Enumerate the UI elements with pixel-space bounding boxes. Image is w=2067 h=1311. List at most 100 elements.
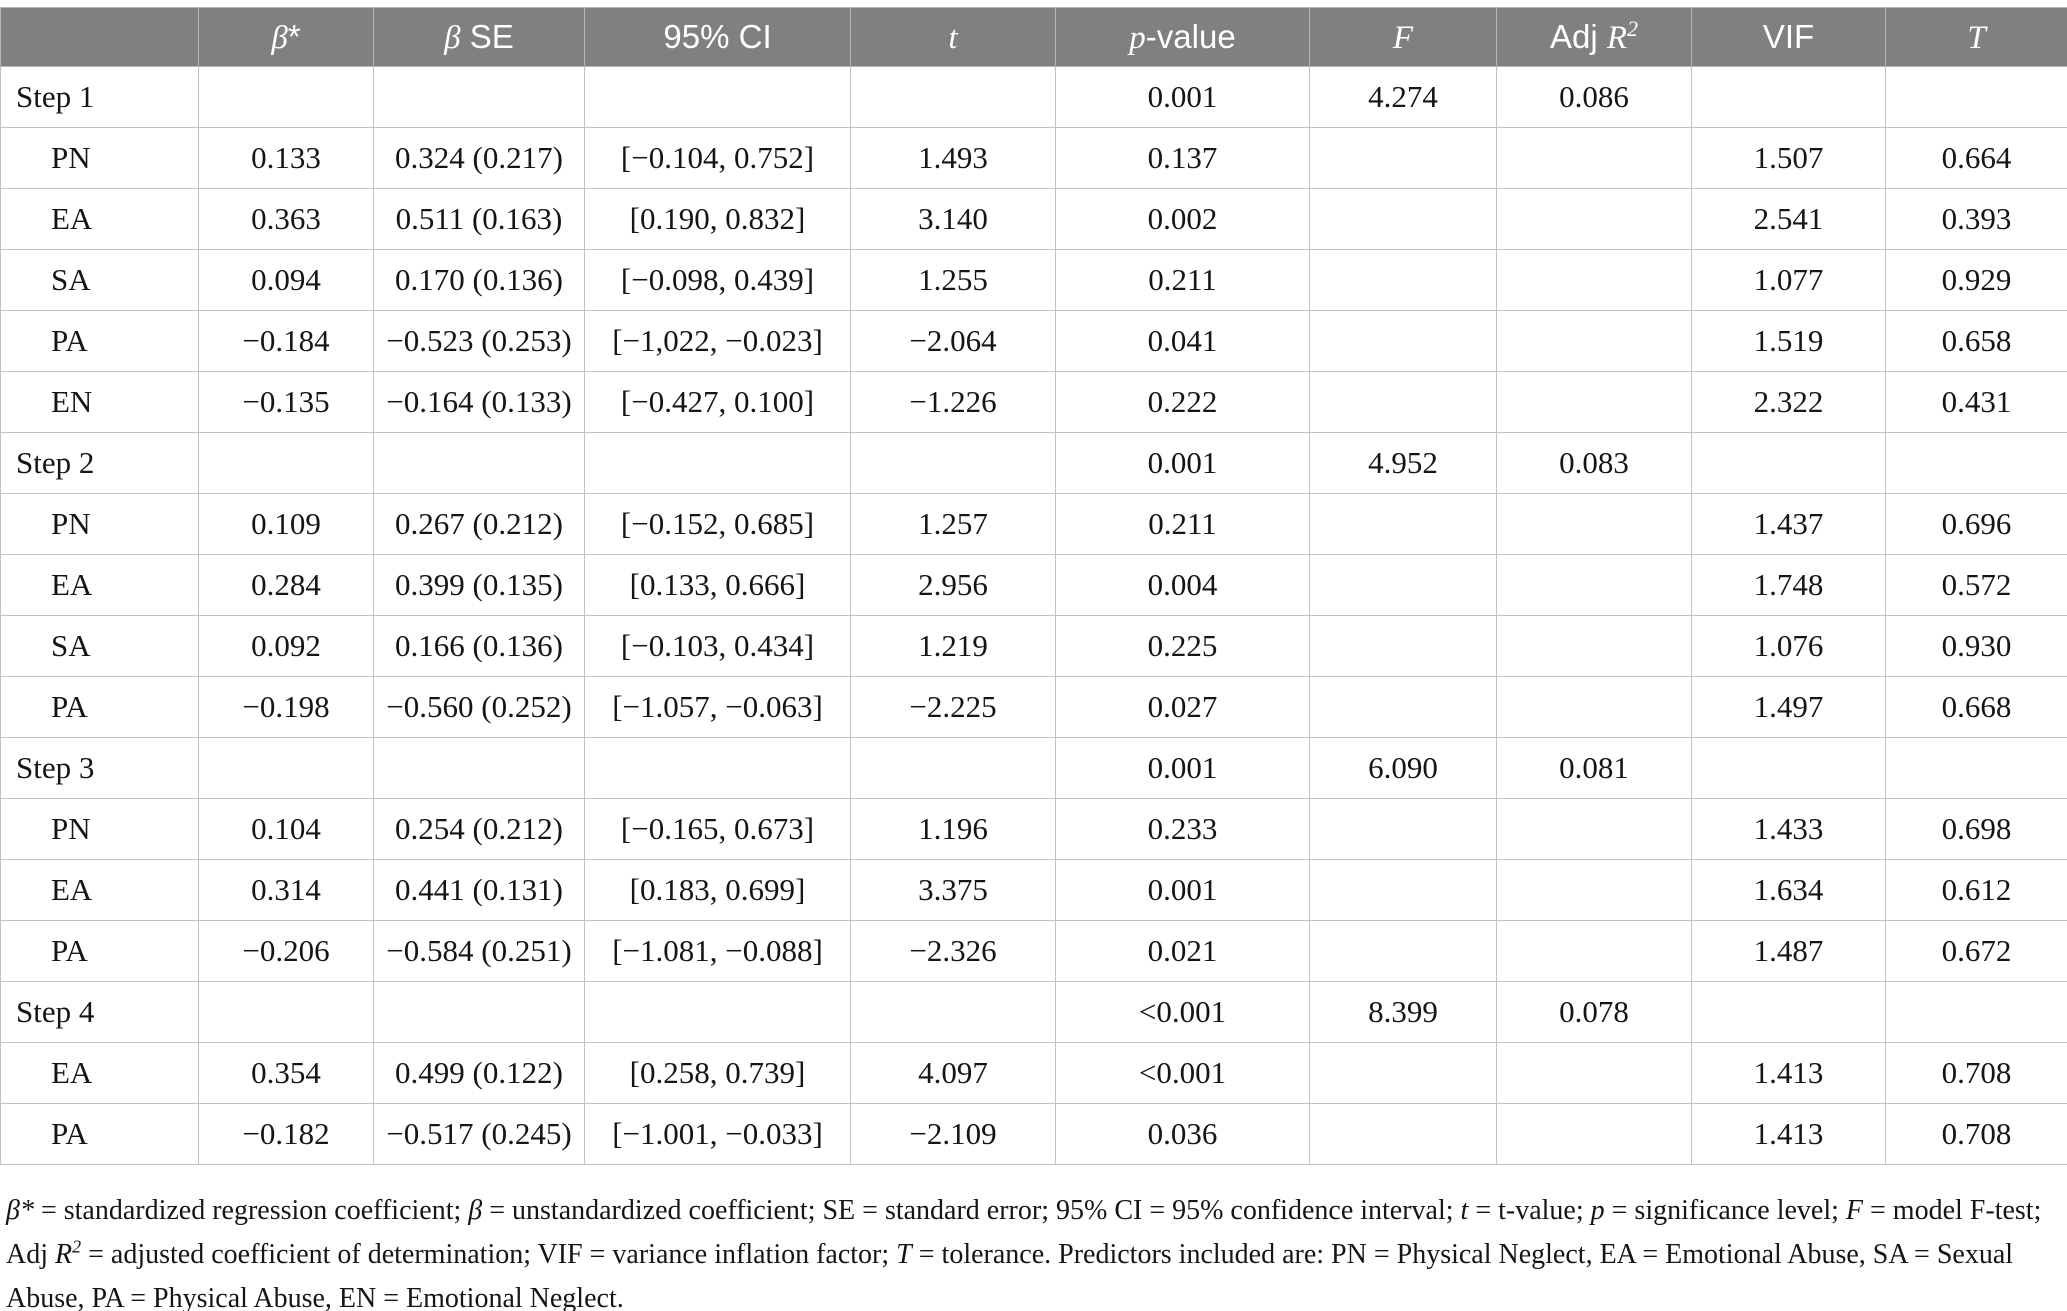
column-header-label bbox=[0, 7, 199, 67]
cell-vif: 1.748 bbox=[1691, 554, 1886, 616]
cell-vif: 1.487 bbox=[1691, 920, 1886, 982]
cell-adj-r2 bbox=[1496, 554, 1692, 616]
cell-adj-r2 bbox=[1496, 188, 1692, 250]
cell-beta-se: 0.267 (0.212) bbox=[373, 493, 585, 555]
cell-ci-95 bbox=[584, 432, 851, 494]
cell-t: −2.064 bbox=[850, 310, 1056, 372]
table-row-ea: EA 0.363 0.511 (0.163) [0.190, 0.832] 3.140 0… bbox=[0, 188, 2067, 250]
cell-p-value: 0.027 bbox=[1055, 676, 1310, 738]
cell-beta-se: −0.523 (0.253) bbox=[373, 310, 585, 372]
row-label: EN bbox=[0, 371, 199, 433]
cell-adj-r2 bbox=[1496, 249, 1692, 311]
cell-adj-r2 bbox=[1496, 615, 1692, 677]
cell-adj-r2 bbox=[1496, 493, 1692, 555]
cell-t: 3.375 bbox=[850, 859, 1056, 921]
cell-adj-r2: 0.086 bbox=[1496, 66, 1692, 128]
column-header-adj-r2: Adj R2 bbox=[1496, 7, 1692, 67]
cell-f bbox=[1309, 310, 1497, 372]
cell-beta-std bbox=[198, 66, 374, 128]
cell-beta-std: 0.094 bbox=[198, 249, 374, 311]
cell-adj-r2 bbox=[1496, 371, 1692, 433]
cell-f bbox=[1309, 798, 1497, 860]
cell-t: −2.109 bbox=[850, 1103, 1056, 1165]
row-label: PN bbox=[0, 127, 199, 189]
cell-adj-r2 bbox=[1496, 310, 1692, 372]
cell-tolerance: 0.393 bbox=[1885, 188, 2067, 250]
cell-tolerance: 0.930 bbox=[1885, 615, 2067, 677]
cell-p-value: 0.001 bbox=[1055, 66, 1310, 128]
cell-adj-r2 bbox=[1496, 798, 1692, 860]
cell-beta-se: 0.166 (0.136) bbox=[373, 615, 585, 677]
cell-f bbox=[1309, 859, 1497, 921]
cell-f bbox=[1309, 554, 1497, 616]
row-label: PA bbox=[0, 310, 199, 372]
cell-vif: 1.077 bbox=[1691, 249, 1886, 311]
cell-tolerance: 0.664 bbox=[1885, 127, 2067, 189]
cell-f bbox=[1309, 127, 1497, 189]
cell-adj-r2 bbox=[1496, 676, 1692, 738]
row-label: PA bbox=[0, 676, 199, 738]
cell-tolerance bbox=[1885, 737, 2067, 799]
cell-p-value: 0.002 bbox=[1055, 188, 1310, 250]
column-header-beta-std: β* bbox=[198, 7, 374, 67]
table-row-sa: SA 0.094 0.170 (0.136) [−0.098, 0.439] 1.255… bbox=[0, 249, 2067, 311]
row-label: EA bbox=[0, 1042, 199, 1104]
cell-f bbox=[1309, 371, 1497, 433]
cell-t: 2.956 bbox=[850, 554, 1056, 616]
cell-vif: 2.322 bbox=[1691, 371, 1886, 433]
cell-ci-95: [−0.427, 0.100] bbox=[584, 371, 851, 433]
cell-ci-95: [−0.104, 0.752] bbox=[584, 127, 851, 189]
cell-vif bbox=[1691, 981, 1886, 1043]
column-header-tolerance: T bbox=[1885, 7, 2067, 67]
cell-t: 1.257 bbox=[850, 493, 1056, 555]
cell-vif: 1.497 bbox=[1691, 676, 1886, 738]
regression-table-figure: β* β SE 95% CI t p-value F Adj R2 VIF T Step 1 0.… bbox=[0, 7, 2067, 1311]
cell-ci-95: [0.133, 0.666] bbox=[584, 554, 851, 616]
table-row-sa: SA 0.092 0.166 (0.136) [−0.103, 0.434] 1.219… bbox=[0, 615, 2067, 677]
cell-adj-r2 bbox=[1496, 127, 1692, 189]
cell-ci-95 bbox=[584, 981, 851, 1043]
cell-tolerance: 0.668 bbox=[1885, 676, 2067, 738]
cell-f bbox=[1309, 920, 1497, 982]
cell-f bbox=[1309, 1042, 1497, 1104]
cell-vif: 1.433 bbox=[1691, 798, 1886, 860]
cell-beta-std: 0.109 bbox=[198, 493, 374, 555]
cell-beta-se: 0.170 (0.136) bbox=[373, 249, 585, 311]
header-row: β* β SE 95% CI t p-value F Adj R2 VIF T bbox=[0, 7, 2067, 67]
cell-beta-std: 0.133 bbox=[198, 127, 374, 189]
row-label: SA bbox=[0, 249, 199, 311]
cell-t: 1.255 bbox=[850, 249, 1056, 311]
cell-adj-r2: 0.078 bbox=[1496, 981, 1692, 1043]
cell-ci-95 bbox=[584, 66, 851, 128]
cell-ci-95 bbox=[584, 737, 851, 799]
cell-t bbox=[850, 432, 1056, 494]
cell-tolerance: 0.431 bbox=[1885, 371, 2067, 433]
table-row-pn: PN 0.109 0.267 (0.212) [−0.152, 0.685] 1.257… bbox=[0, 493, 2067, 555]
cell-t bbox=[850, 66, 1056, 128]
column-header-ci-95: 95% CI bbox=[584, 7, 851, 67]
table-row-step-1: Step 1 0.001 4.274 0.086 bbox=[0, 66, 2067, 128]
cell-beta-se bbox=[373, 737, 585, 799]
cell-tolerance bbox=[1885, 981, 2067, 1043]
row-label: PA bbox=[0, 920, 199, 982]
cell-beta-std: 0.354 bbox=[198, 1042, 374, 1104]
cell-vif: 1.076 bbox=[1691, 615, 1886, 677]
cell-beta-std: −0.135 bbox=[198, 371, 374, 433]
cell-vif: 1.437 bbox=[1691, 493, 1886, 555]
table-row-en: EN −0.135 −0.164 (0.133) [−0.427, 0.100] −1.… bbox=[0, 371, 2067, 433]
table-row-step-3: Step 3 0.001 6.090 0.081 bbox=[0, 737, 2067, 799]
cell-tolerance: 0.708 bbox=[1885, 1042, 2067, 1104]
cell-beta-se: −0.584 (0.251) bbox=[373, 920, 585, 982]
row-label: EA bbox=[0, 859, 199, 921]
row-label: PN bbox=[0, 798, 199, 860]
cell-tolerance bbox=[1885, 66, 2067, 128]
cell-ci-95: [−0.103, 0.434] bbox=[584, 615, 851, 677]
cell-f: 4.274 bbox=[1309, 66, 1497, 128]
cell-vif bbox=[1691, 737, 1886, 799]
cell-beta-se: 0.441 (0.131) bbox=[373, 859, 585, 921]
cell-tolerance: 0.698 bbox=[1885, 798, 2067, 860]
cell-f bbox=[1309, 676, 1497, 738]
cell-tolerance: 0.572 bbox=[1885, 554, 2067, 616]
cell-t bbox=[850, 737, 1056, 799]
cell-vif: 1.413 bbox=[1691, 1103, 1886, 1165]
